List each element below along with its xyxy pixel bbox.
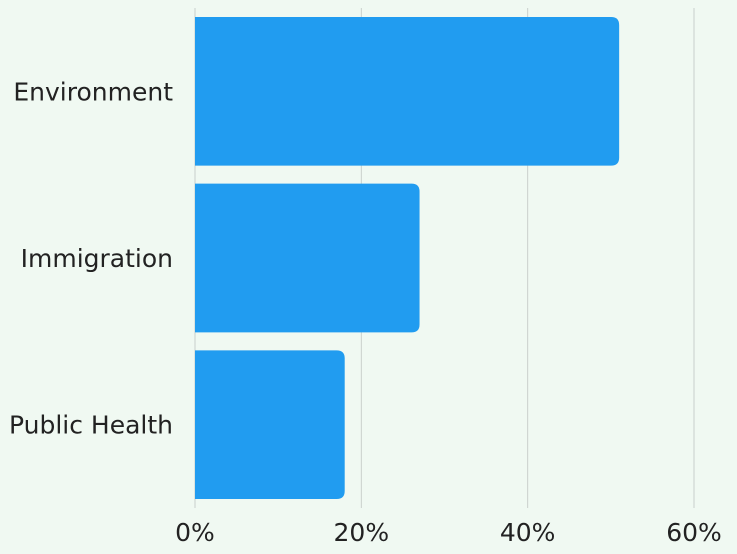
x-tick-label-60: 60% <box>666 518 722 547</box>
x-tick-label-20: 20% <box>334 518 390 547</box>
bars <box>195 17 620 499</box>
category-label-environment: Environment <box>13 77 173 106</box>
x-tick-label-0: 0% <box>175 518 215 547</box>
bar-environment <box>195 17 620 166</box>
bar-immigration <box>195 183 420 333</box>
x-tick-labels: 0% 20% 40% 60% <box>175 518 722 547</box>
category-labels: Environment Immigration Public Health <box>9 77 173 439</box>
bar-public-health <box>195 350 345 499</box>
category-label-immigration: Immigration <box>21 244 173 273</box>
x-tick-label-40: 40% <box>500 518 556 547</box>
category-label-public-health: Public Health <box>9 411 173 440</box>
